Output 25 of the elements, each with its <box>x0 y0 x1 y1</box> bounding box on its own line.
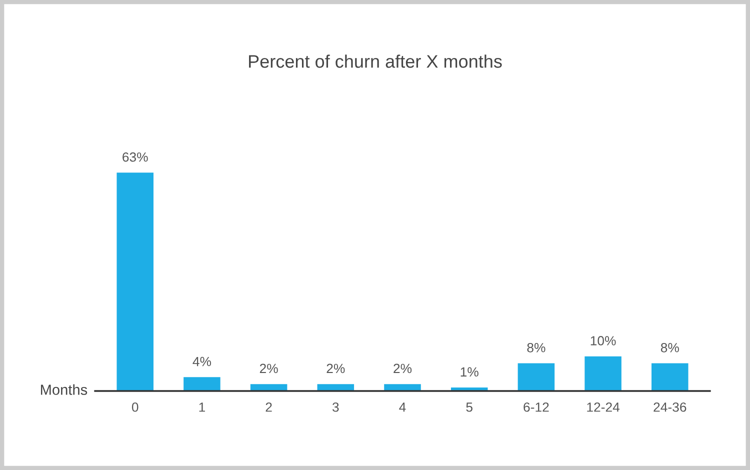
bar <box>116 172 154 391</box>
data-label: 1% <box>460 367 478 377</box>
data-label: 4% <box>192 356 212 366</box>
bar <box>652 363 688 391</box>
x-tick-label: 0 <box>132 402 138 412</box>
x-tick-label: 6-12 <box>524 402 549 412</box>
data-label: 8% <box>527 342 546 352</box>
chart-title: Percent of churn after X months <box>249 54 502 68</box>
x-tick-label: 12-24 <box>587 402 620 412</box>
bar <box>518 363 555 391</box>
data-label: 10% <box>590 336 616 346</box>
bar <box>584 356 622 391</box>
bar <box>184 377 220 391</box>
x-tick-label: 2 <box>266 402 272 412</box>
x-tick-label: 3 <box>332 402 339 412</box>
data-label: 2% <box>260 364 278 374</box>
data-label: 63% <box>122 152 148 162</box>
x-tick-label: 1 <box>199 402 205 412</box>
x-tick-label: 4 <box>399 402 406 412</box>
data-label: 2% <box>394 364 412 374</box>
data-label: 8% <box>660 342 679 352</box>
data-label: 2% <box>326 364 345 374</box>
x-axis-title: Months <box>40 384 88 395</box>
x-tick-label: 24-36 <box>654 402 686 412</box>
x-tick-label: 5 <box>466 402 472 412</box>
